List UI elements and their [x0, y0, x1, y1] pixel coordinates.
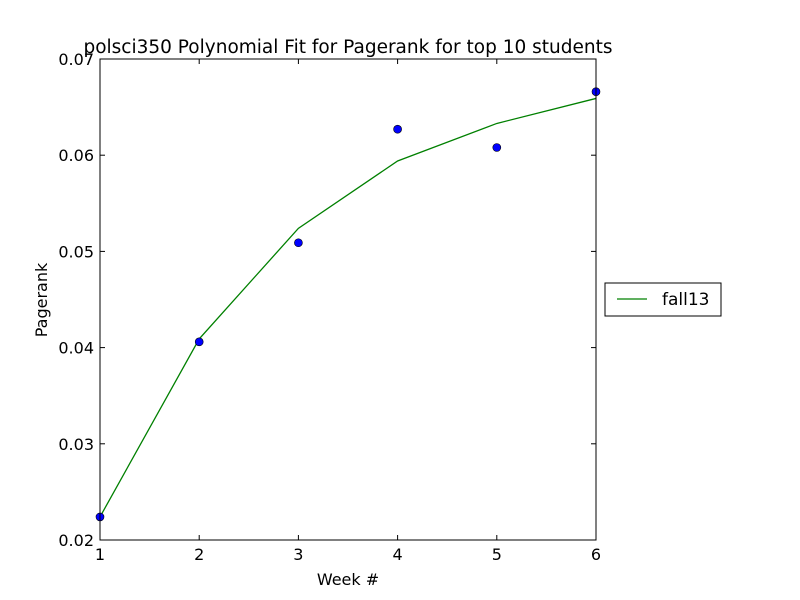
y-tick-label-0.03: 0.03 [58, 435, 94, 454]
data-point-week-3 [294, 238, 303, 248]
x-axis-label: Week # [317, 570, 379, 589]
plot-area [95, 87, 601, 522]
y-tick-label-0.05: 0.05 [58, 242, 94, 261]
plot-frame [99, 58, 597, 541]
fit-line-fall13 [99, 97, 597, 518]
data-point-week-5 [492, 143, 502, 152]
x-tick-label-3: 3 [293, 545, 303, 564]
x-tick-label-4: 4 [393, 545, 403, 564]
y-tick-label-0.04: 0.04 [58, 339, 94, 358]
y-tick-label-0.06: 0.06 [58, 146, 94, 165]
legend-label-fall13: fall13 [662, 290, 709, 310]
y-tick-label-0.02: 0.02 [58, 531, 94, 550]
chart-title: polsci350 Polynomial Fit for Pagerank fo… [83, 37, 612, 58]
x-tick-label-5: 5 [492, 545, 502, 564]
axis-ticks: 1 2 3 4 5 6 0.02 0.03 0.04 0.05 0.06 0.07 [58, 50, 601, 564]
data-point-week-2 [194, 337, 204, 347]
x-tick-label-2: 2 [194, 545, 204, 564]
data-point-week-4 [393, 124, 402, 134]
y-tick-label-0.07: 0.07 [58, 50, 94, 69]
legend: fall13 [604, 282, 722, 317]
x-tick-label-6: 6 [591, 545, 601, 564]
x-tick-label-1: 1 [95, 545, 105, 564]
y-axis-label: Pagerank [32, 262, 51, 337]
